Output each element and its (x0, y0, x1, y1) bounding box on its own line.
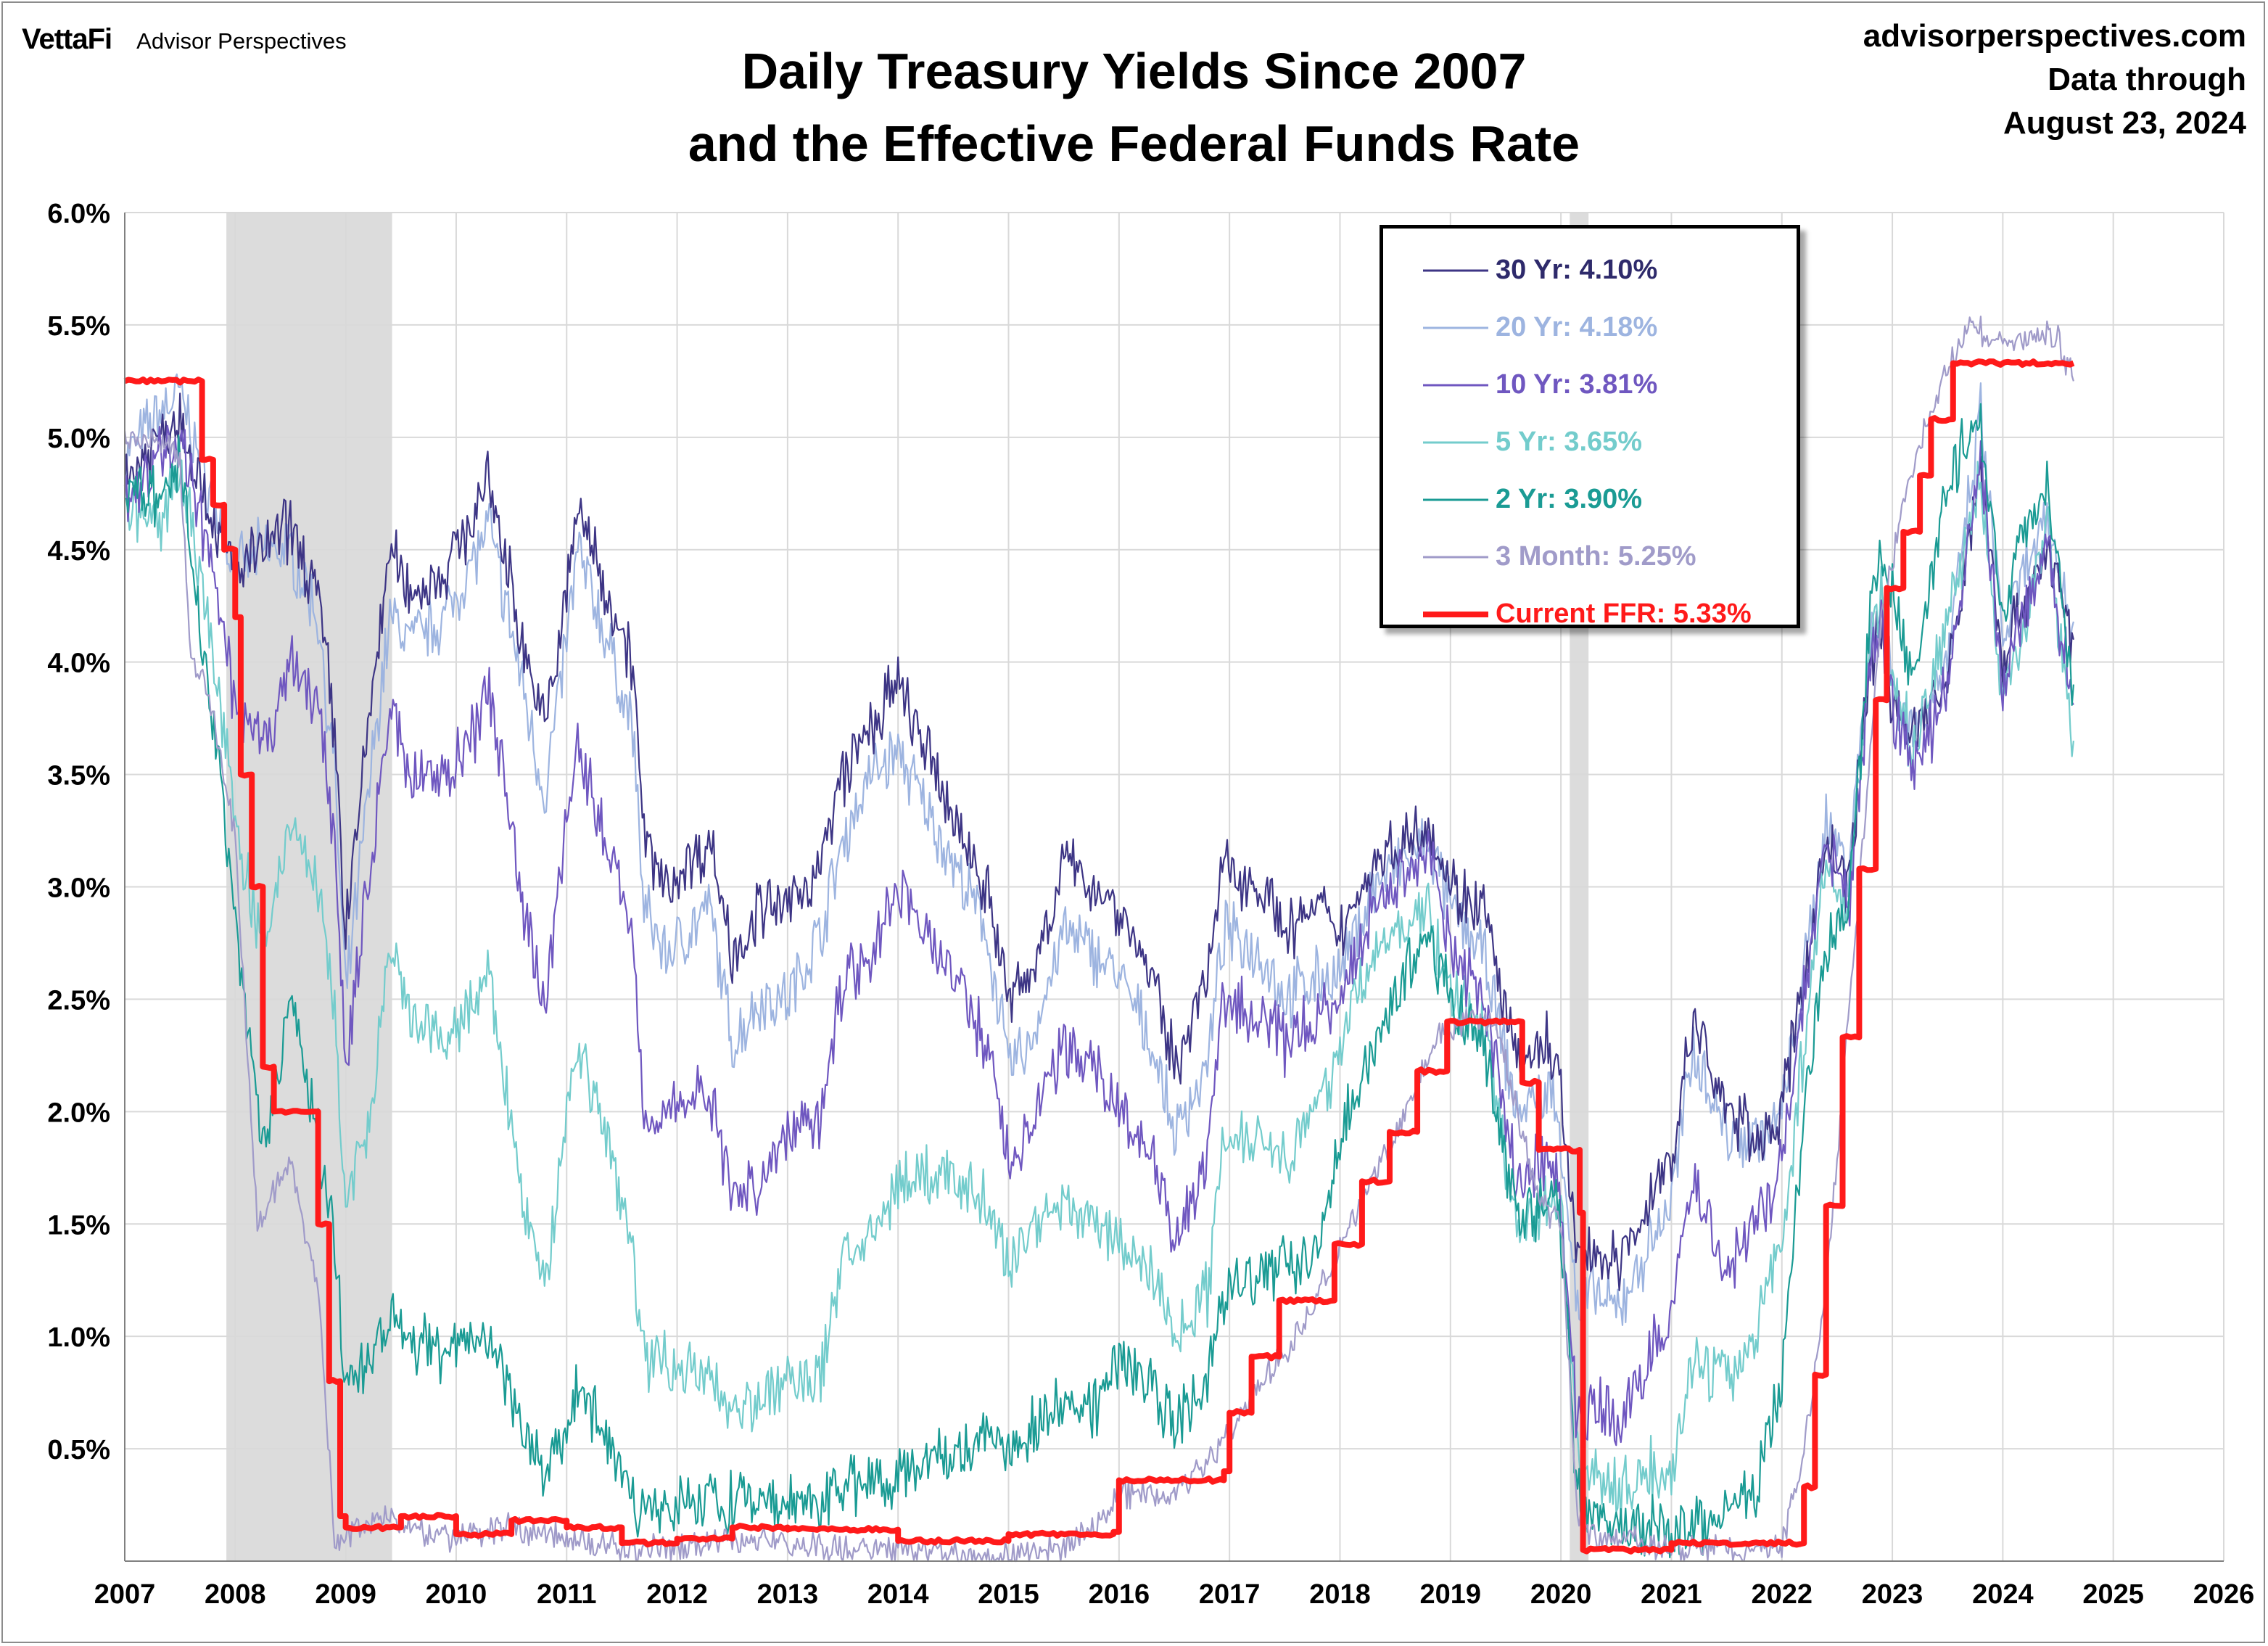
legend-swatch (1423, 326, 1488, 329)
legend-item: Current FFR: 5.33% (1383, 585, 1797, 643)
legend-item: 10 Yr: 3.81% (1383, 356, 1797, 413)
y-tick-label: 5.0% (47, 424, 110, 454)
x-tick-label: 2019 (1420, 1579, 1482, 1610)
x-tick-label: 2013 (757, 1579, 819, 1610)
legend: 30 Yr: 4.10% 20 Yr: 4.18% 10 Yr: 3.81% 5… (1380, 225, 1800, 629)
chart-title-line2: and the Effective Federal Funds Rate (688, 115, 1580, 172)
legend-label: 10 Yr: 3.81% (1496, 369, 1658, 400)
series-lines (123, 316, 2075, 1563)
series-line (124, 403, 2074, 1559)
chart-title-line1: Daily Treasury Yields Since 2007 (741, 43, 1527, 99)
tick-labels: 0.5% 1.0% 1.5% 2.0% 2.5% 3.0% 3.5% 4.0% 4.5% 5.0%… (47, 199, 2254, 1610)
x-tick-label: 2023 (1862, 1579, 1923, 1610)
legend-swatch (1423, 498, 1488, 501)
series-line (123, 358, 2075, 1555)
x-tick-label: 2010 (426, 1579, 487, 1610)
legend-label: Current FFR: 5.33% (1496, 598, 1752, 629)
legend-label: 5 Yr: 3.65% (1496, 427, 1643, 457)
chart-title: Daily Treasury Yields Since 2007 and the… (0, 35, 2268, 180)
y-tick-label: 1.0% (47, 1322, 110, 1353)
series-line (123, 392, 2074, 1291)
x-tick-label: 2021 (1641, 1579, 1702, 1610)
series-line (124, 373, 2074, 1326)
legend-label: 30 Yr: 4.10% (1496, 255, 1658, 285)
legend-item: 3 Month: 5.25% (1383, 528, 1797, 585)
x-tick-label: 2026 (2193, 1579, 2255, 1610)
x-tick-label: 2011 (537, 1579, 596, 1610)
x-tick-label: 2015 (978, 1579, 1039, 1610)
y-tick-label: 1.5% (47, 1210, 110, 1240)
legend-swatch (1423, 556, 1488, 558)
source-info: advisorperspectives.com Data through Aug… (1863, 15, 2246, 145)
y-tick-label: 2.5% (47, 985, 110, 1016)
x-tick-label: 2012 (646, 1579, 708, 1610)
legend-item: 30 Yr: 4.10% (1383, 242, 1797, 299)
axes (124, 213, 2224, 1562)
legend-label: 3 Month: 5.25% (1496, 541, 1696, 572)
x-tick-label: 2016 (1089, 1579, 1150, 1610)
y-tick-label: 6.0% (47, 199, 110, 229)
legend-item: 20 Yr: 4.18% (1383, 299, 1797, 356)
legend-label: 20 Yr: 4.18% (1496, 312, 1658, 342)
x-tick-label: 2007 (94, 1579, 156, 1610)
series-line (123, 316, 2074, 1563)
legend-item: 2 Yr: 3.90% (1383, 471, 1797, 528)
x-tick-label: 2024 (1972, 1579, 2034, 1610)
source-date: August 23, 2024 (2003, 105, 2246, 141)
x-tick-label: 2020 (1530, 1579, 1592, 1610)
source-site: advisorperspectives.com (1863, 18, 2246, 54)
legend-swatch (1423, 611, 1488, 617)
brand-subtitle: Advisor Perspectives (136, 28, 347, 54)
x-tick-label: 2017 (1199, 1579, 1261, 1610)
series-line (123, 424, 2074, 1447)
y-tick-label: 3.0% (47, 873, 110, 904)
y-tick-label: 2.0% (47, 1098, 110, 1128)
legend-swatch (1423, 441, 1488, 443)
series-line (123, 459, 2074, 1522)
brand-logo: VettaFi (22, 23, 112, 55)
legend-swatch (1423, 269, 1488, 271)
legend-label: 2 Yr: 3.90% (1496, 484, 1643, 514)
y-tick-label: 4.5% (47, 536, 110, 567)
x-tick-label: 2008 (205, 1579, 266, 1610)
x-tick-label: 2018 (1309, 1579, 1371, 1610)
brand: VettaFi Advisor Perspectives (22, 23, 347, 56)
x-tick-label: 2014 (867, 1579, 929, 1610)
y-tick-label: 5.5% (47, 311, 110, 342)
y-tick-label: 4.0% (47, 649, 110, 679)
source-data-through: Data through (2048, 62, 2246, 97)
x-tick-label: 2009 (315, 1579, 376, 1610)
x-tick-label: 2022 (1751, 1579, 1813, 1610)
legend-swatch (1423, 384, 1488, 386)
x-tick-label: 2025 (2082, 1579, 2144, 1610)
legend-item: 5 Yr: 3.65% (1383, 413, 1797, 471)
y-tick-label: 3.5% (47, 761, 110, 791)
y-tick-label: 0.5% (47, 1435, 110, 1465)
